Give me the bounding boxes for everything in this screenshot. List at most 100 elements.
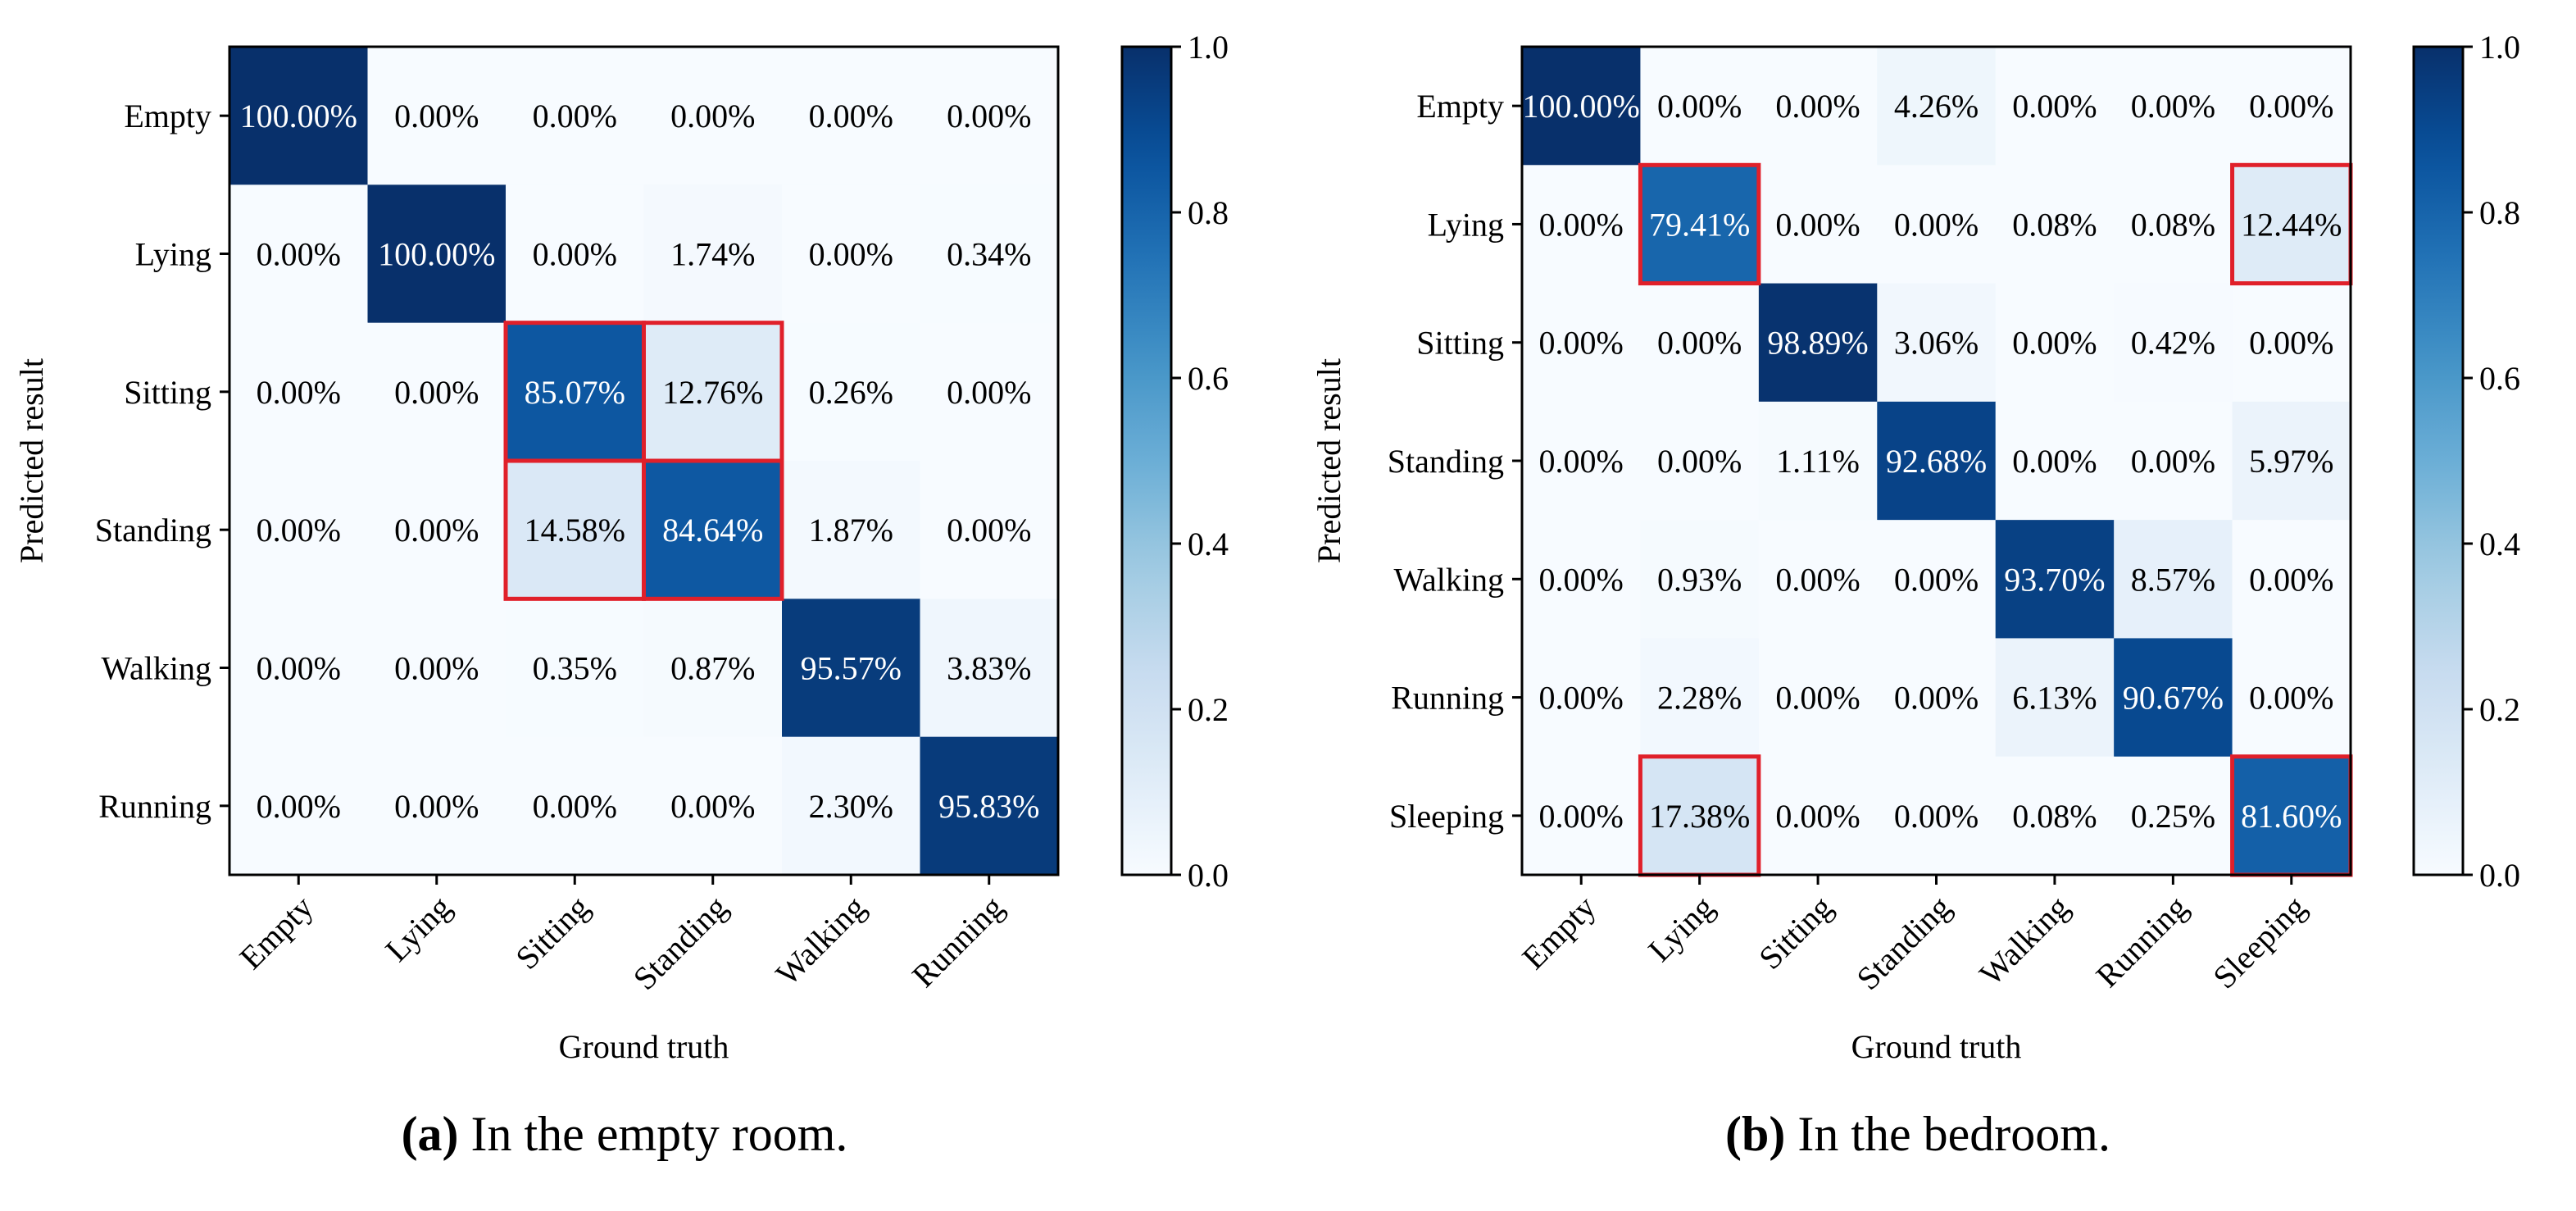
heatmap-cell-value: 0.00% — [1894, 206, 1979, 243]
heatmap-cell-value: 0.00% — [1894, 798, 1979, 835]
heatmap-cell-value: 0.08% — [2131, 206, 2215, 243]
y-tick-label: Walking — [101, 650, 211, 687]
colorbar-tick-label: 0.0 — [2479, 857, 2520, 894]
x-tick-label: Empty — [1515, 889, 1602, 977]
heatmap-cell — [229, 599, 368, 738]
heatmap-cell-value: 0.00% — [257, 512, 341, 549]
heatmap-cell-value: 95.83% — [938, 788, 1039, 825]
x-tick-label: Sleeping — [2206, 889, 2313, 996]
heatmap-cell-value: 0.00% — [1539, 206, 1624, 243]
heatmap-cell — [367, 322, 507, 462]
caption-label-b: (b) — [1725, 1107, 1785, 1161]
x-tick-label: Walking — [1972, 889, 2076, 993]
heatmap-cell — [1522, 638, 1641, 758]
heatmap-cell-value: 0.00% — [1539, 798, 1624, 835]
heatmap-cell — [920, 322, 1059, 462]
heatmap-cell-value: 100.00% — [378, 236, 495, 273]
x-tick-label: Lying — [1641, 889, 1721, 969]
heatmap-cell-value: 3.83% — [947, 650, 1031, 687]
x-tick-labels-a: Empty Lying Sitting Standing Walking Running — [232, 875, 1011, 997]
heatmap-cell — [1995, 283, 2115, 403]
heatmap-cell — [1758, 165, 1878, 285]
heatmap-cell — [1877, 165, 1997, 285]
heatmap-cell — [643, 47, 783, 185]
heatmap-cell — [1522, 756, 1641, 876]
heatmap-cell-value: 0.00% — [2012, 88, 2097, 125]
heatmap-cell — [367, 599, 507, 738]
heatmap-cells-a — [229, 47, 1059, 876]
heatmap-cell-value: 0.00% — [533, 98, 617, 134]
heatmap-cell — [1522, 165, 1641, 285]
heatmap-cell-value: 0.00% — [1657, 443, 1742, 480]
y-tick-label: Running — [98, 788, 211, 825]
heatmap-cell — [367, 736, 507, 876]
y-axis-label-b: Predicted result — [1311, 358, 1347, 563]
y-tick-label: Sleeping — [1389, 798, 1504, 835]
y-tick-label: Standing — [95, 512, 211, 549]
heatmap-cell — [506, 47, 644, 185]
heatmap-cell-value: 100.00% — [1523, 88, 1640, 125]
heatmap-cell — [229, 736, 368, 876]
heatmap-cell — [643, 461, 783, 599]
heatmap-cell — [1640, 520, 1760, 639]
heatmap-cell-value: 0.00% — [2131, 88, 2215, 125]
heatmap-cell — [2114, 165, 2233, 285]
heatmap-cell-value: 100.00% — [240, 98, 357, 134]
heatmap-cell-value: 0.08% — [2012, 798, 2097, 835]
highlight-boxes-a — [503, 321, 784, 601]
heatmap-cell-value: 0.00% — [809, 236, 893, 273]
heatmap-cell — [920, 184, 1059, 324]
heatmap-cell — [1995, 520, 2115, 639]
heatmap-cell-value: 0.00% — [947, 512, 1031, 549]
heatmap-cell — [1640, 283, 1760, 403]
heatmap-cell — [1758, 638, 1878, 758]
heatmap-cell-value: 12.44% — [2241, 206, 2342, 243]
heatmap-cell — [1877, 401, 1997, 521]
heatmap-cell-value: 0.00% — [2249, 88, 2333, 125]
heatmap-cell-value: 0.00% — [1775, 680, 1860, 717]
x-tick-label: Standing — [1849, 889, 1957, 997]
heatmap-cell-value: 0.93% — [1657, 561, 1742, 598]
heatmap-cell — [782, 322, 920, 462]
heatmap-cell — [643, 736, 783, 876]
colorbar-tick-label: 0.8 — [1188, 194, 1229, 231]
heatmap-cell-value: 0.00% — [394, 650, 479, 687]
heatmap-cell — [506, 599, 644, 738]
heatmap-cells-b — [1522, 47, 2351, 876]
x-tick-label: Empty — [232, 889, 320, 977]
heatmap-cell-value: 0.00% — [2249, 325, 2333, 362]
heatmap-cell-value: 0.00% — [257, 650, 341, 687]
heatmap-cell — [2232, 401, 2351, 521]
heatmap-cell-value: 0.00% — [2012, 443, 2097, 480]
heatmap-cell-value: 0.00% — [1539, 680, 1624, 717]
x-tick-label: Running — [905, 889, 1011, 995]
heatmap-cell — [1522, 520, 1641, 639]
heatmap-cell-value: 0.00% — [394, 788, 479, 825]
heatmap-cell-value: 1.74% — [670, 236, 755, 273]
colorbar-tick-label: 0.4 — [2479, 526, 2520, 562]
colorbar-tick-label: 1.0 — [1188, 29, 1229, 66]
heatmap-cell-value: 5.97% — [2249, 443, 2333, 480]
heatmap-cell-value: 93.70% — [2004, 561, 2105, 598]
x-tick-label: Running — [2088, 889, 2194, 995]
heatmap-cell — [782, 461, 920, 599]
colorbar-b: 0.0 0.2 0.4 0.6 0.8 1.0 — [2412, 29, 2520, 894]
heatmap-cell-value: 0.34% — [947, 236, 1031, 273]
heatmap-cell-value: 0.00% — [533, 236, 617, 273]
heatmap-cell — [1758, 756, 1878, 876]
heatmap-cell-value: 81.60% — [2241, 798, 2342, 835]
y-axis-label-a: Predicted result — [13, 358, 50, 563]
colorbar-tick-label: 0.4 — [1188, 526, 1229, 562]
heatmap-cell — [2232, 47, 2351, 166]
heatmap-cell — [782, 184, 920, 324]
heatmap-cell-value: 0.26% — [809, 374, 893, 411]
y-tick-label: Running — [1391, 680, 1504, 717]
heatmap-cell — [1640, 47, 1760, 166]
heatmap-cell-value: 0.87% — [670, 650, 755, 687]
y-tick-label: Walking — [1393, 561, 1504, 598]
heatmap-cell-value: 0.00% — [1539, 325, 1624, 362]
y-tick-label: Sitting — [1416, 325, 1504, 362]
heatmap-cell-labels-a: 100.00% 0.00% 0.00% 0.00% 0.00% 0.00% 0.00% 100… — [240, 98, 1040, 825]
colorbar-tick-label: 0.6 — [1188, 360, 1229, 397]
